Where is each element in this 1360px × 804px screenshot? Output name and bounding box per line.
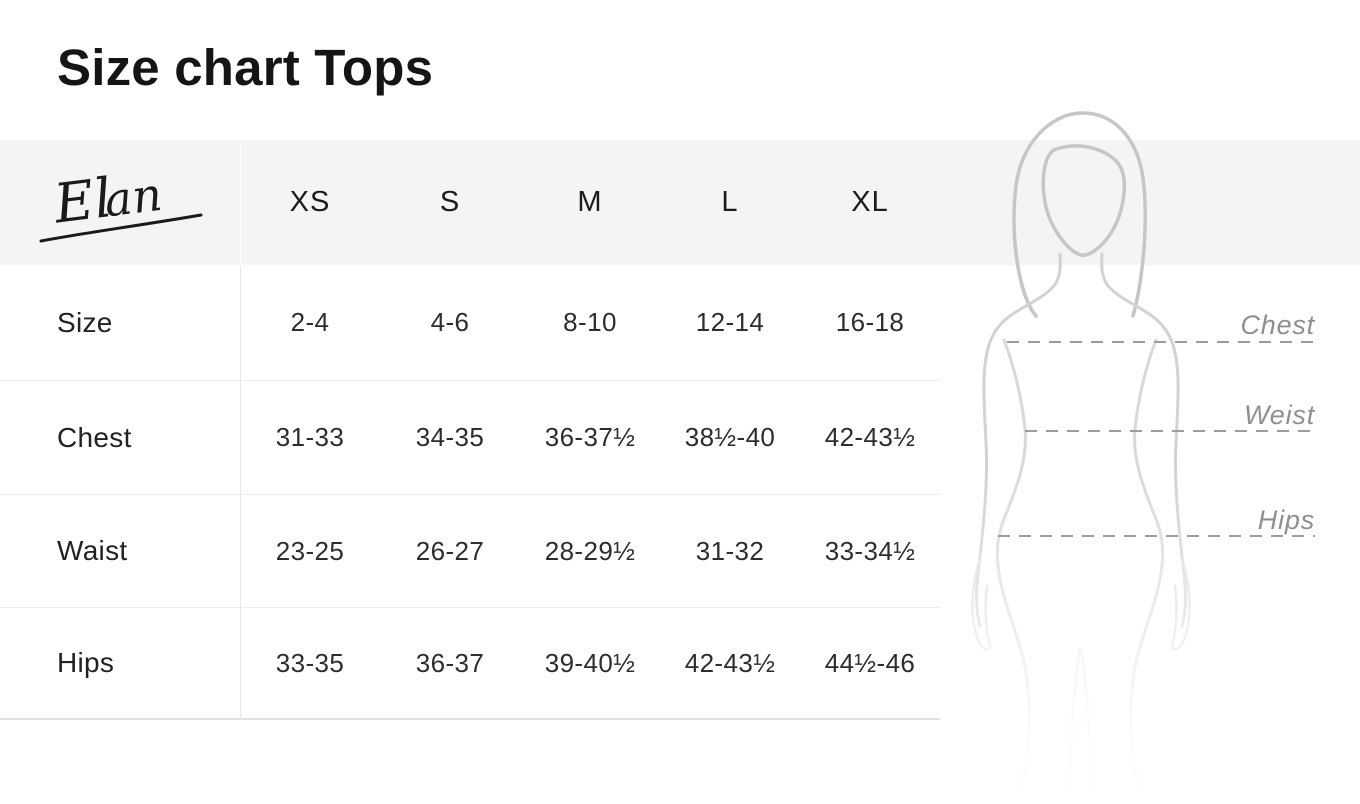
chest-xs-value: 31-33 <box>240 380 380 494</box>
hips-xs-value: 33-35 <box>240 607 380 720</box>
size-m-value: 8-10 <box>563 307 617 337</box>
female-body-figure <box>940 104 1360 804</box>
chest-m-value: 36-37½ <box>520 380 660 494</box>
column-header-m: M <box>577 186 603 218</box>
size-chart-table: El an XS S M L XL Size 2-4 4-6 8-10 12-1… <box>0 140 940 720</box>
waist-m-value: 28-29½ <box>520 494 660 607</box>
chest-l-value: 38½-40 <box>660 380 800 494</box>
waist-l-value: 31-32 <box>660 494 800 607</box>
waist-xl-value: 33-34½ <box>800 494 940 607</box>
svg-text:an: an <box>101 166 165 227</box>
column-divider <box>240 265 241 720</box>
row-label-hips: Hips <box>0 607 240 720</box>
hips-xl-value: 44½-46 <box>800 607 940 720</box>
brand-logo: El an <box>0 140 240 265</box>
row-label-size: Size <box>57 306 113 338</box>
column-divider <box>240 140 241 265</box>
waist-s-value: 26-27 <box>380 494 520 607</box>
row-label-waist: Waist <box>0 494 240 607</box>
size-l-value: 12-14 <box>695 307 765 337</box>
table-header-band <box>0 140 1360 265</box>
brand-logo-signature-icon: El an <box>39 165 202 242</box>
column-header-xs: XS <box>289 186 331 218</box>
size-xl-value: 16-18 <box>835 307 905 337</box>
hips-measure-label: Hips <box>1257 505 1315 535</box>
row-label-chest: Chest <box>0 380 240 494</box>
column-header-l: L <box>721 186 739 218</box>
page-title: Size chart Tops <box>57 39 434 96</box>
hips-l-value: 42-43½ <box>660 607 800 720</box>
column-header-xl: XL <box>851 186 889 218</box>
chest-xl-value: 42-43½ <box>800 380 940 494</box>
size-xs-value: 2-4 <box>290 307 330 337</box>
chest-s-value: 34-35 <box>380 380 520 494</box>
size-s-value: 4-6 <box>430 307 470 337</box>
brand-logo-text: El <box>49 165 115 235</box>
hips-s-value: 36-37 <box>380 607 520 720</box>
column-header-s: S <box>439 186 461 218</box>
chest-measure-label: Chest <box>1240 310 1315 340</box>
hips-m-value: 39-40½ <box>520 607 660 720</box>
female-body-outline-icon <box>971 111 1191 804</box>
waist-measure-label: Weist <box>1243 400 1315 430</box>
waist-xs-value: 23-25 <box>240 494 380 607</box>
